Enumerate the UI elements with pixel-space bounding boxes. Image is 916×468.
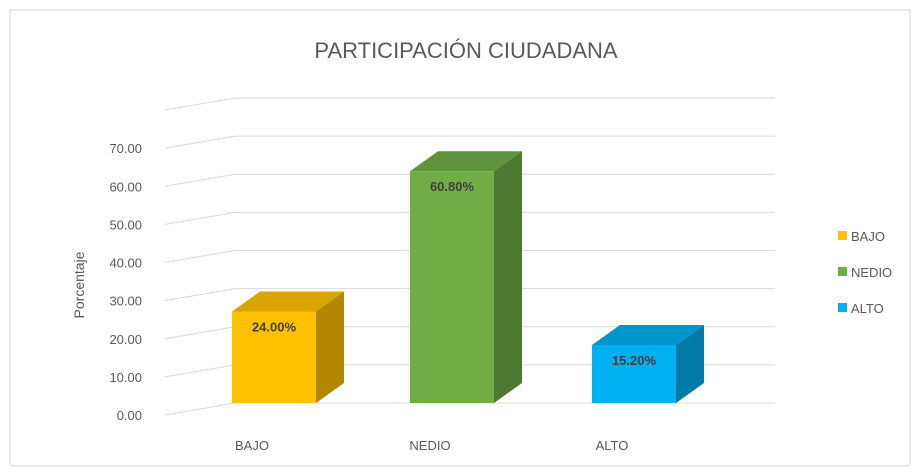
bar-top (232, 291, 344, 312)
y-tick-label: 60.00 (109, 179, 142, 194)
y-tick-label: 0.00 (117, 408, 142, 423)
grid-line (164, 135, 236, 149)
bar-front (410, 171, 494, 403)
bar-front (232, 311, 316, 403)
y-tick-label: 20.00 (109, 332, 142, 347)
bar-top (592, 325, 704, 346)
y-tick-label: 40.00 (109, 256, 142, 271)
bar-side (494, 151, 522, 403)
x-tick-label: BAJO (235, 438, 269, 453)
chart-title: PARTICIPACIÓN CIUDADANA (314, 38, 617, 63)
grid-line (164, 97, 236, 111)
bar-side (676, 325, 704, 403)
data-label: 24.00% (252, 320, 297, 335)
bar (592, 325, 704, 403)
legend-swatch (838, 267, 847, 276)
bar-front (592, 345, 676, 403)
grid-line (164, 288, 236, 302)
legend-label: ALTO (851, 301, 884, 316)
bar-top (410, 151, 522, 172)
grid-line (164, 402, 236, 416)
legend-label: BAJO (851, 229, 885, 244)
grid-line (164, 211, 236, 225)
legend-swatch (838, 231, 847, 240)
grid-line (164, 250, 236, 263)
y-tick-label: 50.00 (109, 217, 142, 232)
bar (410, 151, 522, 403)
grid-line (164, 364, 236, 378)
data-label: 15.20% (612, 353, 657, 368)
grid-line (164, 326, 236, 340)
data-label: 60.80% (430, 179, 475, 194)
bar (232, 291, 344, 403)
y-tick-label: 70.00 (109, 141, 142, 156)
grid-line (164, 173, 236, 187)
x-tick-label: ALTO (596, 438, 629, 453)
bar-side (316, 291, 344, 403)
x-tick-label: NEDIO (409, 438, 450, 453)
y-tick-label: 10.00 (109, 370, 142, 385)
legend-label: NEDIO (851, 265, 892, 280)
legend-swatch (838, 303, 847, 312)
y-axis-label: Porcentaje (71, 251, 87, 318)
y-tick-label: 30.00 (109, 294, 142, 309)
